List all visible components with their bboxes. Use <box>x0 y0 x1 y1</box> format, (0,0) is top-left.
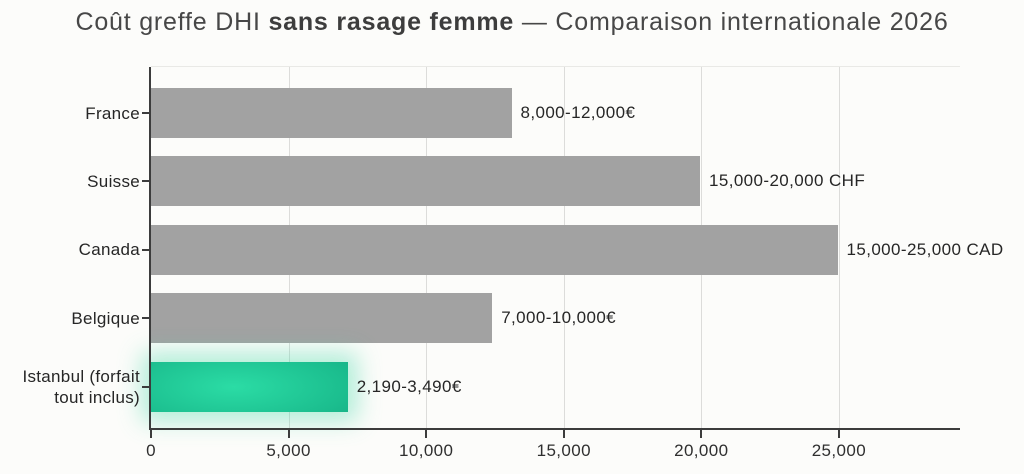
y-tick-france <box>142 112 149 114</box>
y-tick-canada <box>142 248 149 251</box>
y-tick-istanbul <box>142 385 149 388</box>
plot-area: 8,000-12,000€ 15,000-20,000 CHF 15,000-25,… <box>151 67 1003 428</box>
value-label-istanbul: 2,190-3,490€ <box>356 376 462 396</box>
plot-top-spine <box>151 66 960 67</box>
bar-belgique <box>151 293 493 344</box>
value-label-suisse: 15,000-20,000 CHF <box>709 171 866 191</box>
x-tick-5000 <box>287 430 290 438</box>
x-tick-25000 <box>837 430 840 438</box>
gridline-25000 <box>838 67 840 428</box>
chart-title-prefix: Coût greffe DHI <box>75 8 269 36</box>
value-label-belgique: 7,000-10,000€ <box>501 308 617 328</box>
x-tick-label-20000: 20,000 <box>674 441 729 460</box>
category-label-canada: Canada <box>78 240 140 260</box>
x-tick-20000 <box>700 430 703 438</box>
x-tick-10000 <box>425 430 428 438</box>
x-tick-label-5000: 5,000 <box>266 441 311 460</box>
chart-title-emphasis: sans rasage femme <box>268 8 515 36</box>
chart-title-suffix: — Comparaison internationale 2026 <box>514 8 949 36</box>
bar-suisse <box>151 156 700 207</box>
x-tick-label-25000: 25,000 <box>811 441 867 460</box>
bar-canada <box>151 224 838 275</box>
bar-france <box>151 88 512 138</box>
bar-istanbul <box>151 361 348 412</box>
x-axis-line <box>149 428 960 430</box>
x-tick-label-0: 0 <box>146 441 156 460</box>
y-axis-line <box>149 67 151 430</box>
chart-title: Coût greffe DHI sans rasage femme — Comp… <box>0 8 1024 37</box>
y-tick-suisse <box>142 180 149 183</box>
category-label-belgique: Belgique <box>71 308 140 328</box>
x-tick-label-10000: 10,000 <box>398 441 454 460</box>
category-label-istanbul: Istanbul (forfait tout inclus) <box>22 366 140 407</box>
x-tick-0 <box>150 430 152 438</box>
value-label-france: 8,000-12,000€ <box>520 103 636 122</box>
x-tick-15000 <box>562 430 565 438</box>
y-tick-belgique <box>142 317 149 320</box>
category-label-suisse: Suisse <box>87 171 140 191</box>
value-label-canada: 15,000-25,000 CAD <box>846 239 1004 259</box>
category-label-france: France <box>85 103 140 123</box>
x-tick-label-15000: 15,000 <box>536 441 591 460</box>
